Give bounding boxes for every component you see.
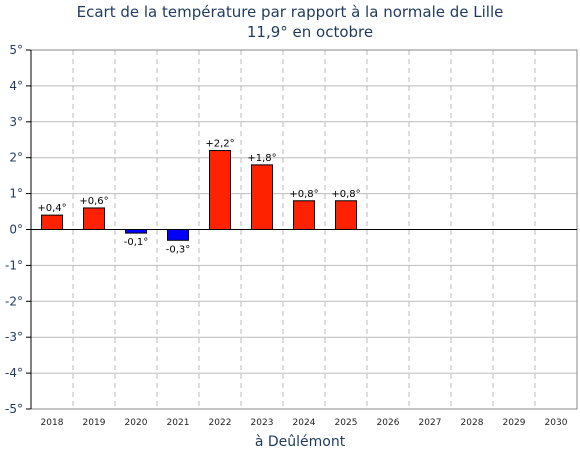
x-tick-label: 2019 bbox=[83, 418, 106, 428]
y-tick-label: -2° bbox=[5, 294, 23, 308]
x-tick-label: 2023 bbox=[251, 418, 274, 428]
x-tick-label: 2025 bbox=[335, 418, 358, 428]
x-tick-label: 2026 bbox=[377, 418, 400, 428]
x-tick-label: 2028 bbox=[461, 418, 484, 428]
y-tick-label: 4° bbox=[9, 79, 23, 93]
bar bbox=[83, 207, 105, 231]
y-tick-label: -1° bbox=[5, 258, 23, 272]
y-tick-label: -3° bbox=[5, 330, 23, 344]
x-tick-label: 2027 bbox=[419, 418, 442, 428]
y-tick-label: 3° bbox=[9, 115, 23, 129]
x-tick-label: 2022 bbox=[209, 418, 232, 428]
x-tick-label: 2018 bbox=[41, 418, 64, 428]
x-tick-label: 2020 bbox=[125, 418, 148, 428]
y-tick-label: 2° bbox=[9, 151, 23, 165]
data-label: +2,2° bbox=[205, 139, 234, 150]
chart-subtitle: 11,9° en octobre bbox=[246, 23, 374, 41]
x-tick-label: 2029 bbox=[503, 418, 526, 428]
x-axis-label: à Deûlémont bbox=[254, 434, 346, 450]
bar bbox=[251, 164, 273, 231]
bar bbox=[125, 229, 147, 234]
y-tick-label: 5° bbox=[9, 43, 23, 57]
y-tick-label: -5° bbox=[5, 402, 23, 416]
data-label: +0,8° bbox=[289, 189, 318, 200]
x-tick-label: 2030 bbox=[545, 418, 568, 428]
bar bbox=[41, 214, 63, 230]
y-tick-label: 1° bbox=[9, 187, 23, 201]
data-label: -0,1° bbox=[124, 237, 149, 248]
bar bbox=[209, 150, 231, 231]
bar bbox=[167, 229, 189, 241]
data-label: +1,8° bbox=[247, 153, 276, 164]
y-tick-label: -4° bbox=[5, 366, 23, 380]
x-tick-label: 2021 bbox=[167, 418, 190, 428]
bar bbox=[335, 200, 357, 230]
data-label: +0,4° bbox=[37, 203, 66, 214]
data-label: -0,3° bbox=[166, 244, 191, 255]
chart-title: Ecart de la température par rapport à la… bbox=[76, 3, 504, 21]
bar bbox=[293, 200, 315, 230]
data-label: +0,6° bbox=[79, 196, 108, 207]
x-tick-label: 2024 bbox=[293, 418, 316, 428]
y-tick-label: 0° bbox=[9, 223, 23, 237]
data-label: +0,8° bbox=[331, 189, 360, 200]
